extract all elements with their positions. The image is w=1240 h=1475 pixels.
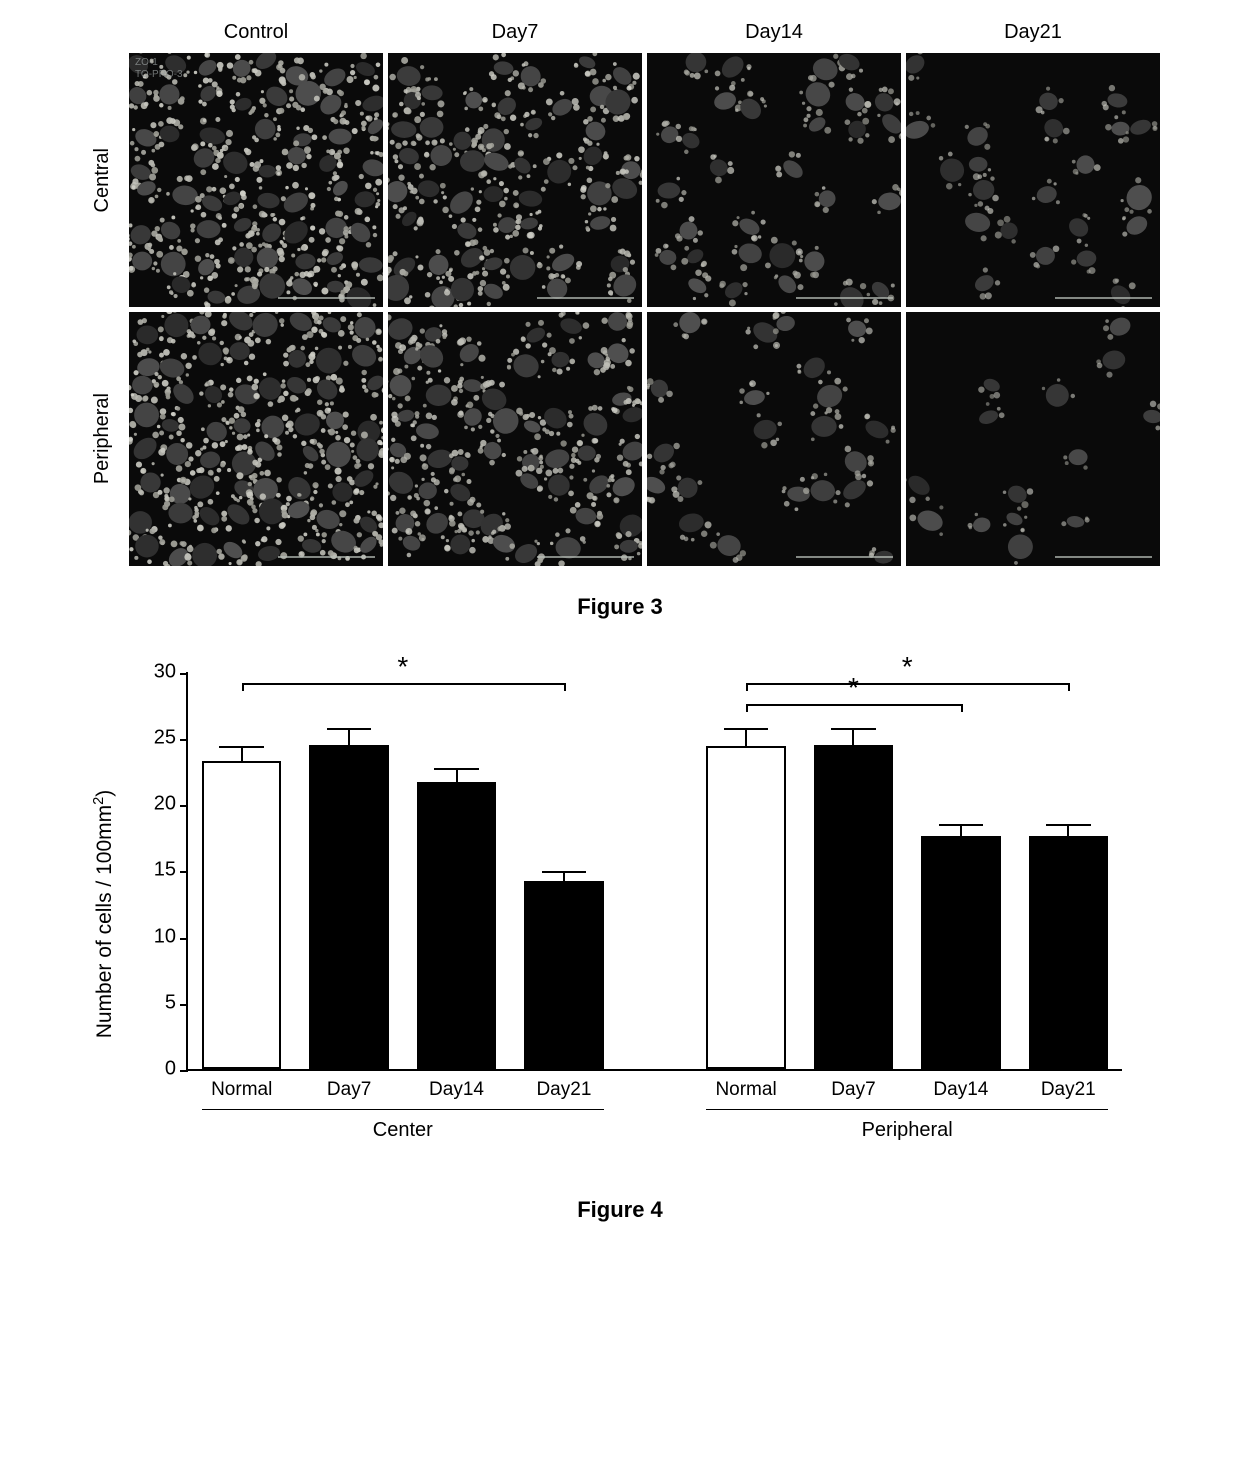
error-bar <box>852 729 854 745</box>
significance-tick <box>1068 683 1070 692</box>
y-tick <box>180 673 188 675</box>
scale-bar <box>796 556 893 558</box>
significance-star: * <box>397 651 408 683</box>
y-tick-label: 25 <box>142 727 176 750</box>
significance-tick <box>961 704 963 713</box>
bar <box>1029 836 1108 1069</box>
y-tick <box>180 805 188 807</box>
x-tick-label: Normal <box>715 1079 776 1101</box>
col-header: Day14 <box>647 21 901 48</box>
group-label: Center <box>373 1119 433 1142</box>
micrograph-panel <box>906 53 1160 307</box>
figure-3-caption: Figure 3 <box>80 594 1160 620</box>
error-cap <box>1046 824 1091 826</box>
error-cap <box>327 728 372 730</box>
significance-tick <box>746 683 748 692</box>
figure-4-caption: Figure 4 <box>80 1197 1160 1223</box>
bar <box>524 881 603 1069</box>
error-bar <box>960 825 962 836</box>
significance-tick <box>746 704 748 713</box>
scale-bar <box>796 297 893 299</box>
error-cap <box>724 728 769 730</box>
micrograph-panel <box>647 53 901 307</box>
bar <box>202 761 281 1069</box>
figure-4-panel: Number of cells / 100mm2) 051015202530No… <box>80 660 1160 1169</box>
bar <box>417 782 496 1069</box>
micrograph-panel <box>129 312 383 566</box>
significance-star: * <box>848 672 859 704</box>
error-cap <box>542 871 587 873</box>
micrograph-panel <box>388 312 642 566</box>
col-header: Control <box>129 21 383 48</box>
error-cap <box>939 824 984 826</box>
figure-3-panel: ControlDay7Day14Day21 Central ZO-1 TO-PRO-… <box>80 20 1160 566</box>
group-underline <box>202 1109 604 1110</box>
scale-bar <box>278 556 375 558</box>
group-underline <box>706 1109 1108 1110</box>
bar-chart: Number of cells / 100mm2) 051015202530No… <box>90 660 1150 1169</box>
scale-bar <box>537 556 634 558</box>
plot-area: 051015202530NormalDay7Day14Day21NormalDa… <box>186 672 1122 1071</box>
bar <box>921 836 1000 1069</box>
error-bar <box>348 729 350 745</box>
significance-line <box>242 683 564 685</box>
error-bar <box>563 872 565 881</box>
y-tick <box>180 871 188 873</box>
error-cap <box>831 728 876 730</box>
error-cap <box>219 746 264 748</box>
scale-bar <box>1055 556 1152 558</box>
x-tick-label: Day14 <box>933 1079 988 1101</box>
bar <box>814 745 893 1069</box>
micrograph-panel <box>647 312 901 566</box>
y-tick <box>180 739 188 741</box>
x-tick-label: Normal <box>211 1079 272 1101</box>
scale-bar <box>1055 297 1152 299</box>
scale-bar <box>278 297 375 299</box>
y-tick <box>180 1004 188 1006</box>
bar <box>706 746 785 1069</box>
significance-line <box>746 704 961 706</box>
error-bar <box>1067 825 1069 836</box>
x-tick-label: Day7 <box>831 1079 875 1101</box>
x-tick-label: Day7 <box>327 1079 371 1101</box>
row-header: Central <box>91 148 114 212</box>
error-bar <box>241 747 243 760</box>
y-axis-title: Number of cells / 100mm2) <box>91 790 117 1039</box>
x-tick-label: Day14 <box>429 1079 484 1101</box>
bar <box>309 745 388 1069</box>
grid-corner-spacer <box>80 20 124 48</box>
col-header: Day21 <box>906 21 1160 48</box>
significance-line <box>746 683 1068 685</box>
y-tick <box>180 938 188 940</box>
error-cap <box>434 768 479 770</box>
row-header: Peripheral <box>91 393 114 484</box>
significance-tick <box>564 683 566 692</box>
col-header: Day7 <box>388 21 642 48</box>
x-tick-label: Day21 <box>536 1079 591 1101</box>
significance-tick <box>242 683 244 692</box>
y-tick-label: 0 <box>142 1057 176 1080</box>
y-tick <box>180 1070 188 1072</box>
error-bar <box>456 769 458 782</box>
y-tick-label: 30 <box>142 661 176 684</box>
y-tick-label: 20 <box>142 793 176 816</box>
significance-star: * <box>902 651 913 683</box>
group-label: Peripheral <box>862 1119 953 1142</box>
y-tick-label: 15 <box>142 859 176 882</box>
y-tick-label: 5 <box>142 991 176 1014</box>
x-tick-label: Day21 <box>1041 1079 1096 1101</box>
y-tick-label: 10 <box>142 925 176 948</box>
figure-3-grid: ControlDay7Day14Day21 Central ZO-1 TO-PRO-… <box>80 20 1160 566</box>
micrograph-panel <box>906 312 1160 566</box>
error-bar <box>745 729 747 746</box>
scale-bar <box>537 297 634 299</box>
micrograph-panel <box>388 53 642 307</box>
micrograph-panel: ZO-1 TO-PRO-3 <box>129 53 383 307</box>
